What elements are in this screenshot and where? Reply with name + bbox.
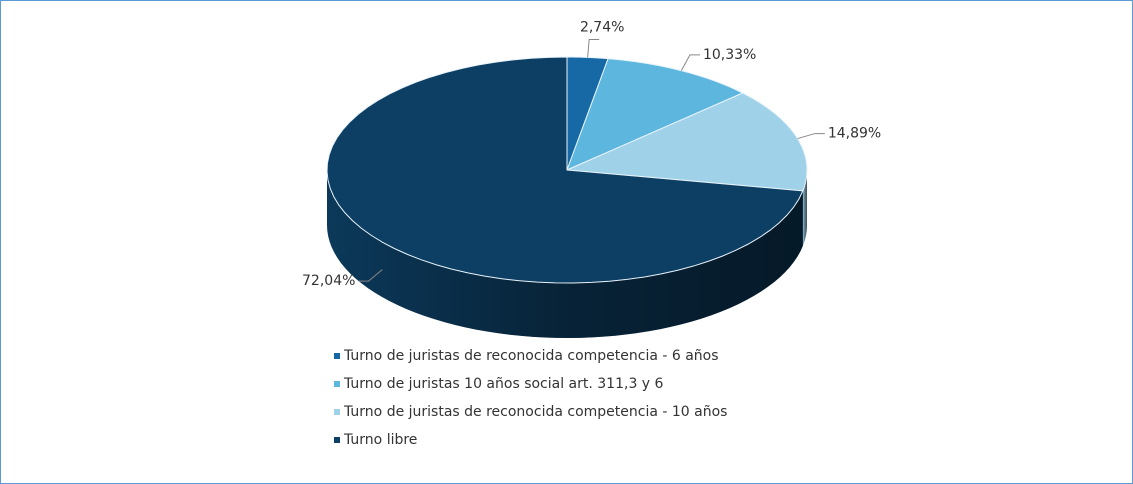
slice-side-shade [327, 170, 803, 338]
slice [566, 58, 744, 171]
leader-line [358, 269, 383, 282]
leader-line [680, 54, 700, 71]
data-label: 10,33% [703, 47, 756, 63]
data-label: 72,04% [302, 273, 355, 289]
legend-swatch [334, 437, 340, 443]
legend-label: Turno de juristas de reconocida competen… [343, 404, 727, 420]
legend-label: Turno de juristas 10 años social art. 31… [343, 376, 664, 392]
leader-line [587, 38, 600, 58]
legend-swatch [334, 353, 340, 359]
legend-swatch [334, 381, 340, 387]
legend-label: Turno de juristas de reconocida competen… [343, 348, 719, 364]
legend-swatch [334, 409, 340, 415]
leader-line [797, 133, 825, 140]
data-label: 14,89% [828, 126, 881, 142]
legend-label: Turno libre [343, 432, 417, 448]
data-label: 2,74% [580, 19, 624, 35]
slice [326, 56, 804, 284]
